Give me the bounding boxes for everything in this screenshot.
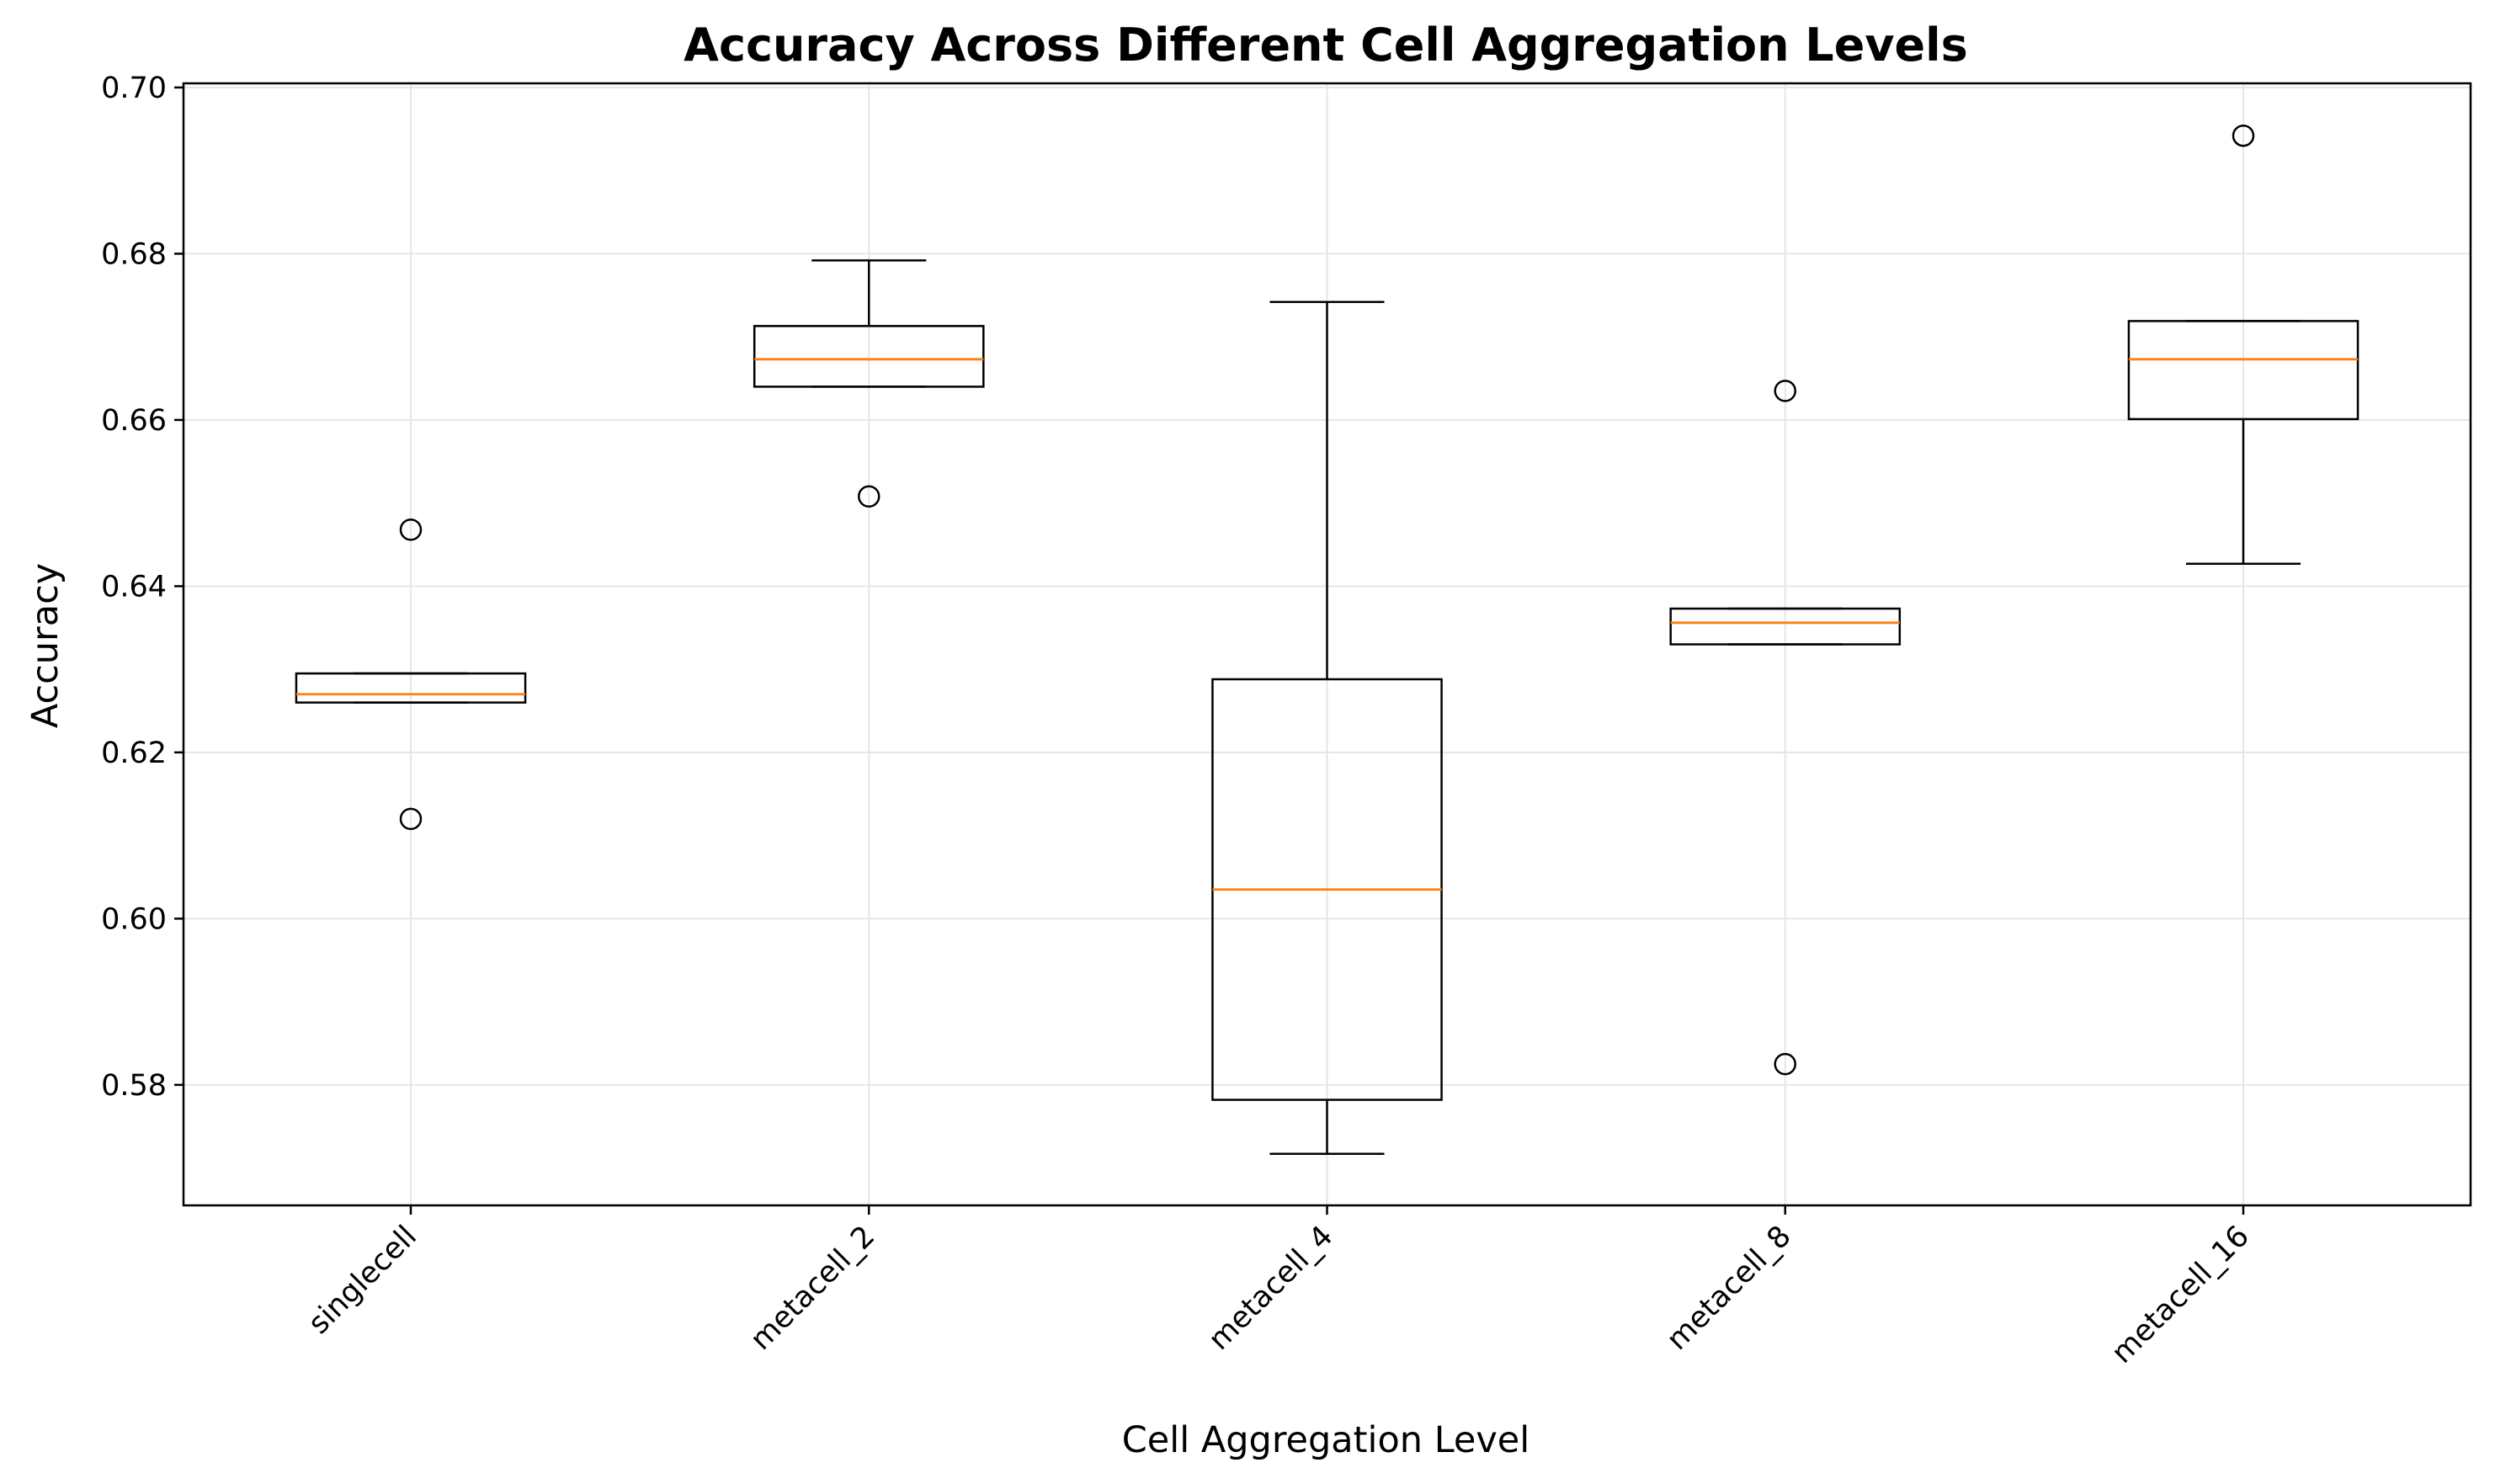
y-tick-label: 0.58 (101, 1069, 167, 1103)
outlier-point (399, 518, 423, 541)
y-tick-label: 0.70 (101, 72, 167, 105)
box-body (2127, 320, 2359, 421)
box-metacell_4 (1211, 301, 1443, 1156)
box-metacell_2 (753, 259, 985, 508)
box-body (1669, 607, 1902, 646)
outlier-point (1774, 1052, 1796, 1076)
data-layer (295, 124, 2359, 1156)
box-singlecell (295, 518, 527, 831)
box-metacell_8 (1669, 380, 1902, 1076)
box-metacell_16 (2127, 124, 2359, 565)
outlier-point (2232, 124, 2255, 147)
y-axis-label: Accuracy (24, 563, 66, 728)
chart-title: Accuracy Across Different Cell Aggregati… (684, 19, 1968, 72)
outlier-point (399, 807, 423, 831)
x-axis-label: Cell Aggregation Level (1122, 1419, 1529, 1461)
y-tick-label: 0.62 (101, 737, 167, 770)
y-tick-label: 0.64 (101, 570, 167, 604)
outlier-point (858, 485, 880, 508)
y-tick-label: 0.60 (101, 902, 167, 936)
box-body (753, 325, 985, 388)
box-body (295, 672, 527, 704)
y-tick-label: 0.66 (101, 404, 167, 438)
y-tick-label: 0.68 (101, 237, 167, 271)
outlier-point (1774, 380, 1796, 402)
